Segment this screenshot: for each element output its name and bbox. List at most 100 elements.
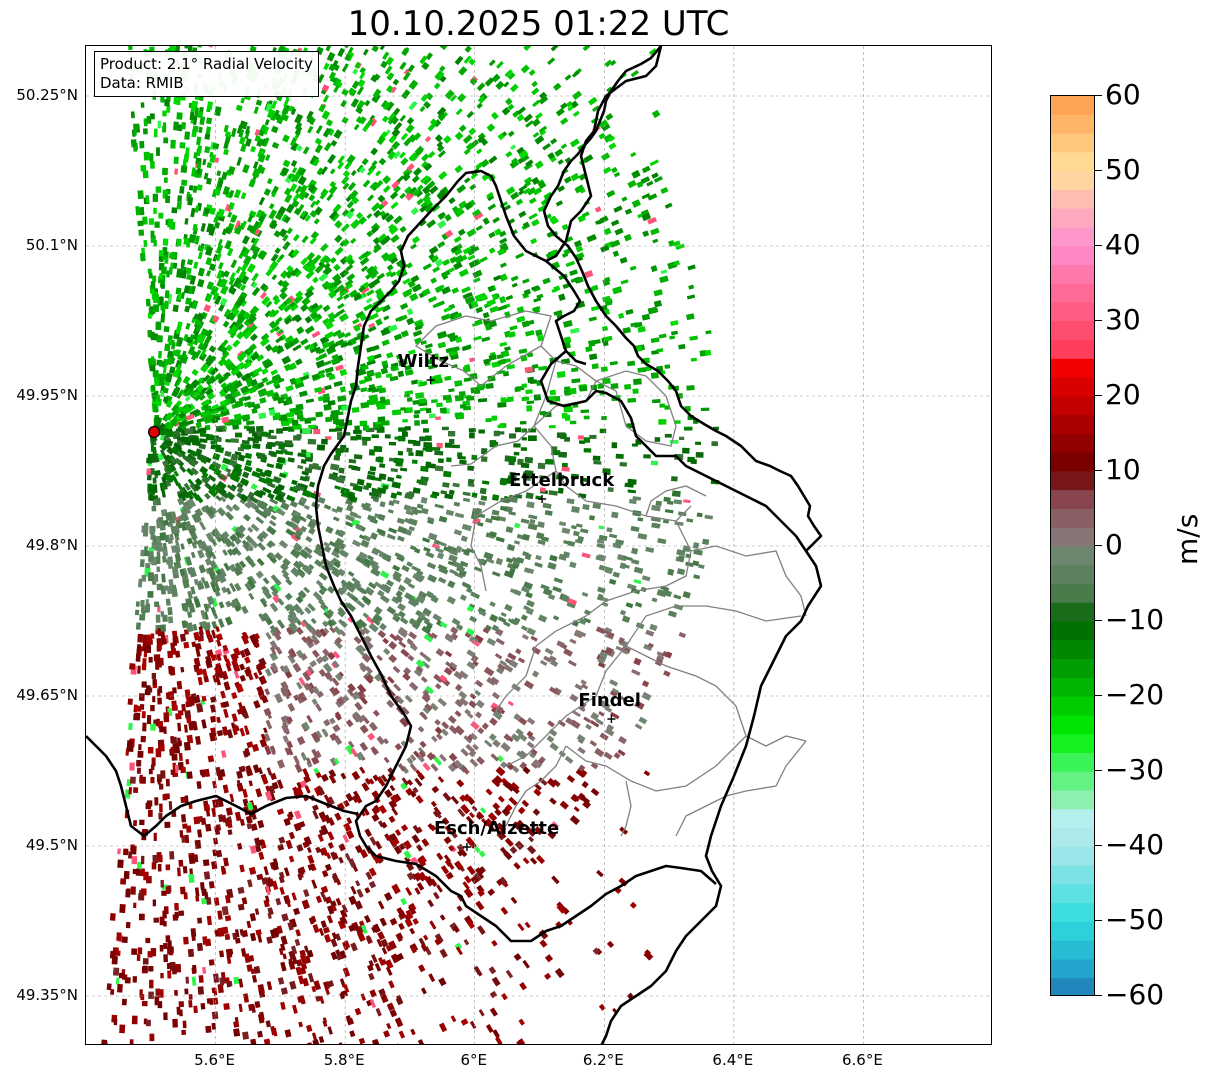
velocity-echoes [100, 46, 720, 1044]
echo-pixel [492, 739, 501, 748]
echo-pixel [373, 613, 383, 622]
echo-pixel [293, 755, 300, 765]
echo-pixel [367, 194, 375, 202]
echo-pixel [383, 315, 390, 321]
echo-pixel [369, 466, 377, 472]
echo-pixel [392, 665, 401, 674]
echo-pixel [509, 159, 520, 169]
echo-pixel [588, 515, 595, 521]
echo-pixel [300, 303, 309, 312]
echo-pixel [678, 343, 686, 350]
radar-map[interactable] [86, 46, 992, 1045]
echo-pixel [473, 634, 484, 644]
echo-pixel [580, 528, 589, 534]
echo-pixel [158, 686, 163, 694]
echo-pixel [120, 878, 127, 885]
echo-pixel [255, 788, 263, 798]
echo-pixel [201, 668, 208, 678]
echo-pixel [215, 633, 224, 641]
echo-pixel [700, 407, 710, 412]
echo-pixel [223, 1003, 230, 1011]
echo-pixel [465, 815, 475, 825]
echo-pixel [185, 976, 190, 984]
echo-pixel [148, 656, 153, 663]
echo-pixel [217, 208, 225, 218]
echo-pixel [390, 953, 400, 964]
echo-pixel [202, 859, 210, 867]
echo-pixel [266, 525, 277, 536]
echo-pixel [162, 555, 167, 563]
echo-pixel [250, 483, 258, 491]
echo-pixel [457, 849, 464, 857]
echo-pixel [161, 283, 166, 289]
echo-pixel [301, 899, 310, 910]
echo-pixel [335, 897, 342, 906]
echo-pixel [457, 93, 467, 103]
echo-pixel [480, 495, 488, 501]
echo-pixel [386, 264, 394, 271]
echo-pixel [139, 559, 145, 568]
echo-pixel [399, 225, 407, 233]
echo-pixel [427, 899, 435, 908]
echo-pixel [598, 564, 607, 572]
echo-pixel [552, 615, 560, 621]
echo-pixel [161, 266, 167, 275]
echo-pixel [280, 501, 290, 511]
echo-pixel [611, 442, 618, 449]
echo-pixel [312, 1039, 320, 1044]
echo-pixel [603, 227, 612, 236]
map-panel[interactable] [85, 45, 992, 1045]
echo-pixel [162, 167, 168, 176]
echo-pixel [207, 474, 217, 483]
echo-pixel [321, 110, 331, 120]
echo-pixel [460, 1018, 469, 1026]
echo-pixel [362, 48, 369, 56]
echo-pixel [637, 326, 646, 333]
echo-pixel [537, 521, 545, 529]
echo-pixel [194, 235, 200, 245]
echo-pixel [440, 865, 450, 875]
echo-pixel [180, 886, 186, 895]
echo-pixel [440, 728, 449, 737]
echo-pixel [654, 437, 661, 442]
echo-pixel [256, 137, 264, 148]
echo-pixel [484, 739, 493, 748]
echo-pixel [482, 217, 490, 226]
echo-pixel [684, 426, 693, 431]
echo-pixel [575, 523, 583, 528]
echo-pixel [244, 452, 253, 460]
echo-pixel [369, 836, 377, 846]
echo-pixel [123, 870, 130, 880]
echo-pixel [598, 525, 605, 530]
echo-pixel [152, 696, 156, 703]
echo-pixel [150, 281, 156, 289]
echo-pixel [569, 815, 580, 826]
echo-pixel [244, 656, 251, 664]
echo-pixel [453, 235, 462, 243]
echo-pixel [330, 951, 338, 961]
echo-pixel [259, 530, 269, 540]
echo-pixel [302, 768, 310, 778]
echo-pixel [692, 542, 700, 550]
echo-pixel [136, 767, 141, 774]
echo-pixel [478, 500, 486, 506]
echo-pixel [503, 81, 510, 88]
echo-pixel [350, 436, 357, 441]
echo-pixel [309, 200, 317, 209]
echo-pixel [421, 153, 430, 162]
echo-pixel [355, 880, 361, 887]
echo-pixel [149, 364, 156, 372]
echo-pixel [157, 1001, 163, 1009]
echo-pixel [334, 812, 342, 821]
echo-pixel [342, 182, 350, 191]
echo-pixel [151, 392, 157, 399]
echo-pixel [432, 613, 442, 622]
echo-pixel [162, 910, 167, 919]
echo-pixel [650, 227, 660, 236]
echo-pixel [164, 821, 171, 828]
echo-pixel [151, 505, 157, 512]
echo-pixel [336, 295, 344, 302]
echo-pixel [311, 698, 318, 706]
echo-pixel [245, 765, 253, 776]
echo-pixel [606, 527, 613, 533]
